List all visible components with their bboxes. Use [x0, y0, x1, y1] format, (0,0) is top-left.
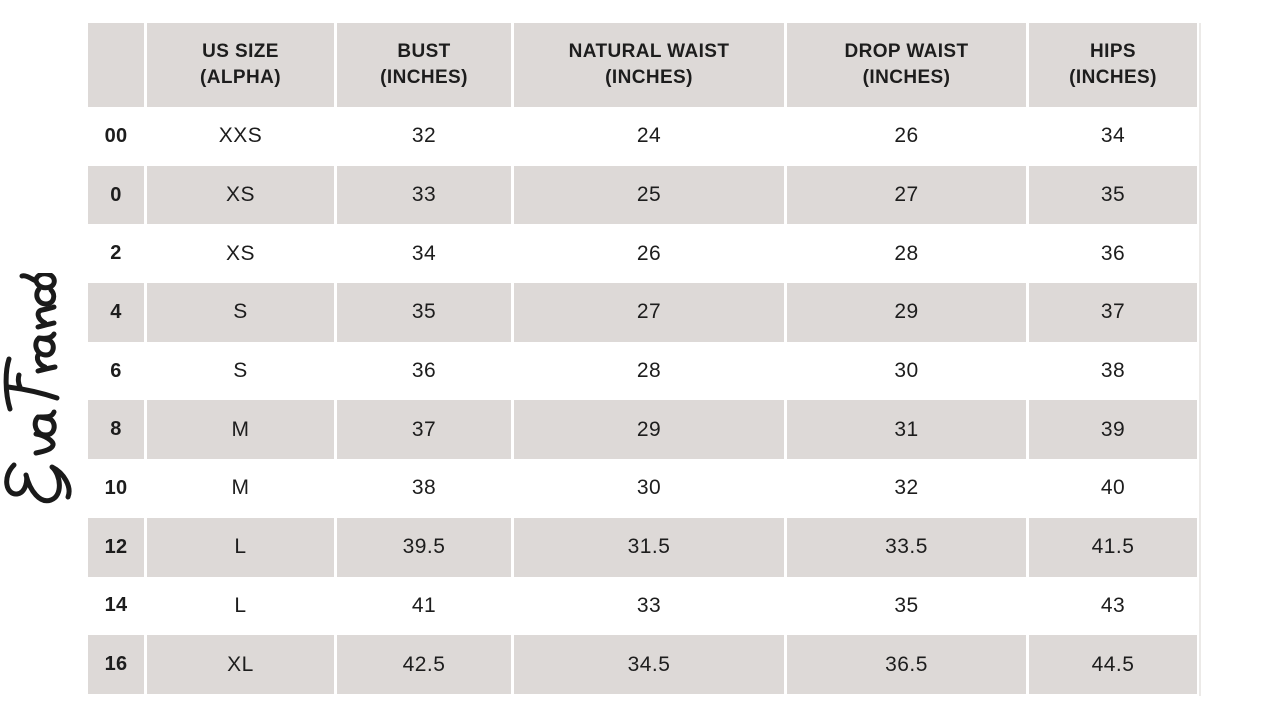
row-label-us-size: 0 — [88, 165, 144, 225]
cell-hips: 44.5 — [1029, 635, 1197, 694]
cell-natural-waist: 29 — [514, 400, 784, 460]
cell-hips: 39 — [1029, 400, 1197, 460]
table-row: 12 L 39.5 31.5 33.5 41.5 — [88, 517, 1197, 577]
col-header-line1: HIPS — [1090, 41, 1136, 62]
cell-natural-waist: 25 — [514, 165, 784, 225]
row-label-us-size: 00 — [88, 107, 144, 166]
size-chart-table: US SIZE (ALPHA) BUST (INCHES) NATURAL WA… — [85, 23, 1200, 694]
cell-alpha: M — [147, 400, 334, 460]
cell-natural-waist: 34.5 — [514, 635, 784, 694]
col-header-drop-waist: DROP WAIST (INCHES) — [787, 23, 1026, 107]
cell-drop-waist: 30 — [787, 341, 1026, 401]
table-row: 4 S 35 27 29 37 — [88, 283, 1197, 342]
row-label-us-size: 6 — [88, 341, 144, 401]
cell-alpha: XL — [147, 635, 334, 694]
cell-natural-waist: 27 — [514, 283, 784, 342]
col-header-line2: (INCHES) — [862, 67, 951, 88]
cell-alpha: XS — [147, 224, 334, 284]
cell-natural-waist: 24 — [514, 107, 784, 166]
cell-alpha: XS — [147, 165, 334, 225]
cell-natural-waist: 28 — [514, 341, 784, 401]
size-chart-body: 00 XXS 32 24 26 34 0 XS 33 25 27 35 2 XS 34 26 28 36 4 S 35 2… — [88, 107, 1197, 694]
cell-drop-waist: 29 — [787, 283, 1026, 342]
cell-drop-waist: 31 — [787, 400, 1026, 460]
cell-bust: 37 — [337, 400, 511, 460]
cell-hips: 41.5 — [1029, 517, 1197, 577]
col-header-bust: BUST (INCHES) — [337, 23, 511, 107]
cell-drop-waist: 27 — [787, 165, 1026, 225]
cell-bust: 41 — [337, 576, 511, 636]
cell-bust: 42.5 — [337, 635, 511, 694]
table-row: 14 L 41 33 35 43 — [88, 576, 1197, 636]
cell-drop-waist: 28 — [787, 224, 1026, 284]
cell-hips: 40 — [1029, 459, 1197, 518]
size-chart-header: US SIZE (ALPHA) BUST (INCHES) NATURAL WA… — [88, 23, 1197, 107]
cell-hips: 38 — [1029, 341, 1197, 401]
cell-natural-waist: 26 — [514, 224, 784, 284]
cell-hips: 35 — [1029, 165, 1197, 225]
cell-alpha: S — [147, 341, 334, 401]
cell-bust: 38 — [337, 459, 511, 518]
table-right-edge-line — [1199, 23, 1201, 696]
cell-bust: 39.5 — [337, 517, 511, 577]
cell-natural-waist: 31.5 — [514, 517, 784, 577]
col-header-line2: (ALPHA) — [200, 67, 281, 88]
col-header-line2: (INCHES) — [380, 67, 468, 88]
col-header-natural-waist: NATURAL WAIST (INCHES) — [514, 23, 784, 107]
cell-hips: 43 — [1029, 576, 1197, 636]
cell-drop-waist: 26 — [787, 107, 1026, 166]
row-label-us-size: 4 — [88, 283, 144, 342]
row-label-us-size: 2 — [88, 224, 144, 284]
header-row: US SIZE (ALPHA) BUST (INCHES) NATURAL WA… — [88, 23, 1197, 107]
cell-natural-waist: 30 — [514, 459, 784, 518]
col-header-line1: DROP WAIST — [844, 41, 969, 62]
col-header-line1: BUST — [397, 41, 451, 62]
table-row: 16 XL 42.5 34.5 36.5 44.5 — [88, 635, 1197, 694]
table-row: 10 M 38 30 32 40 — [88, 459, 1197, 518]
col-header-line1: NATURAL WAIST — [568, 41, 730, 62]
cell-alpha: S — [147, 283, 334, 342]
cell-drop-waist: 32 — [787, 459, 1026, 518]
table-row: 6 S 36 28 30 38 — [88, 341, 1197, 401]
col-header-empty — [88, 23, 144, 107]
row-label-us-size: 8 — [88, 400, 144, 460]
cell-drop-waist: 33.5 — [787, 517, 1026, 577]
cell-alpha: L — [147, 517, 334, 577]
table-row: 2 XS 34 26 28 36 — [88, 224, 1197, 284]
cell-bust: 32 — [337, 107, 511, 166]
col-header-line2: (INCHES) — [1069, 67, 1157, 88]
cell-hips: 34 — [1029, 107, 1197, 166]
eva-franco-logo — [0, 273, 76, 505]
cell-alpha: XXS — [147, 107, 334, 166]
col-header-hips: HIPS (INCHES) — [1029, 23, 1197, 107]
cell-bust: 35 — [337, 283, 511, 342]
row-label-us-size: 10 — [88, 459, 144, 518]
col-header-us-size-alpha: US SIZE (ALPHA) — [147, 23, 334, 107]
cell-alpha: M — [147, 459, 334, 518]
row-label-us-size: 16 — [88, 635, 144, 694]
col-header-line2: (INCHES) — [605, 67, 693, 88]
eva-franco-signature-icon — [3, 273, 72, 504]
table-row: 00 XXS 32 24 26 34 — [88, 107, 1197, 166]
cell-drop-waist: 36.5 — [787, 635, 1026, 694]
cell-hips: 36 — [1029, 224, 1197, 284]
cell-drop-waist: 35 — [787, 576, 1026, 636]
row-label-us-size: 14 — [88, 576, 144, 636]
cell-bust: 33 — [337, 165, 511, 225]
cell-bust: 36 — [337, 341, 511, 401]
table-row: 0 XS 33 25 27 35 — [88, 165, 1197, 225]
cell-alpha: L — [147, 576, 334, 636]
col-header-line1: US SIZE — [202, 41, 279, 62]
table-row: 8 M 37 29 31 39 — [88, 400, 1197, 460]
cell-natural-waist: 33 — [514, 576, 784, 636]
row-label-us-size: 12 — [88, 517, 144, 577]
cell-hips: 37 — [1029, 283, 1197, 342]
cell-bust: 34 — [337, 224, 511, 284]
